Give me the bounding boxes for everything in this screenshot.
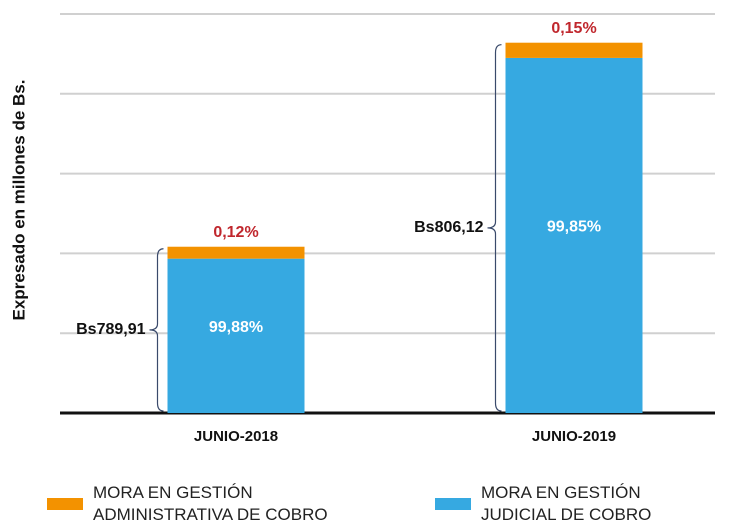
bar-segment bbox=[167, 258, 305, 413]
brace bbox=[149, 248, 164, 412]
legend-swatch bbox=[435, 498, 471, 510]
legend-label: MORA EN GESTIÓN ADMINISTRATIVA DE COBRO bbox=[93, 483, 328, 524]
total-label: Bs789,91 bbox=[76, 321, 145, 338]
legend-swatch bbox=[47, 498, 83, 510]
legend-item: MORA EN GESTIÓN JUDICIAL DE COBRO bbox=[435, 482, 681, 526]
bar-segment bbox=[505, 57, 643, 413]
total-label: Bs806,12 bbox=[414, 219, 483, 236]
chart: Expresado en millones de Bs. 99,88% 0,12%… bbox=[9, 13, 715, 445]
legend-label: MORA EN GESTIÓN JUDICIAL DE COBRO bbox=[481, 483, 652, 524]
brace bbox=[487, 44, 502, 412]
x-tick-label: JUNIO-2018 bbox=[194, 428, 278, 445]
x-tick-label: JUNIO-2019 bbox=[532, 428, 616, 445]
y-axis-label: Expresado en millones de Bs. bbox=[9, 80, 28, 321]
bar-segment bbox=[505, 42, 643, 58]
data-label: 99,85% bbox=[547, 219, 601, 236]
bar-segment bbox=[167, 246, 305, 259]
data-label: 0,12% bbox=[213, 224, 258, 241]
data-label: 0,15% bbox=[551, 20, 596, 37]
data-label: 99,88% bbox=[209, 319, 263, 336]
legend-item: MORA EN GESTIÓN ADMINISTRATIVA DE COBRO bbox=[47, 482, 343, 526]
